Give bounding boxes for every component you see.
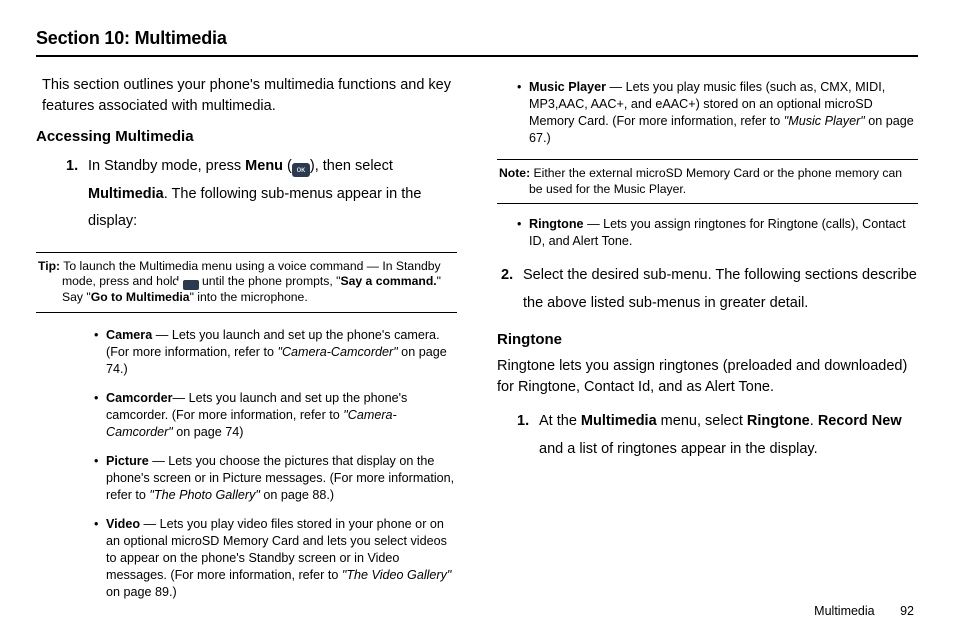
step-1-text-a: In Standby mode, press (88, 158, 245, 174)
bullet-sep: — (152, 328, 172, 342)
step-1-text-b: ( (283, 158, 292, 174)
rstep-text-a: At the (539, 413, 581, 429)
step-1-number: 1. (66, 153, 78, 181)
voice-key-icon: ▐▌ (183, 280, 199, 290)
step-2-number: 2. (501, 262, 513, 290)
section-title: Section 10: Multimedia (36, 28, 918, 57)
tip-box: Tip: To launch the Multimedia menu using… (36, 252, 457, 313)
right-column: Music Player — Lets you play music files… (497, 75, 918, 613)
bullet-title: Camcorder (106, 391, 173, 405)
two-column-layout: This section outlines your phone's multi… (36, 75, 918, 613)
bullet-ref: "The Photo Gallery" (149, 488, 259, 502)
right-bottom-bullet-list: Ringtone — Lets you assign ringtones for… (517, 216, 918, 250)
page-footer: Multimedia 92 (814, 604, 914, 618)
list-item: Camera — Lets you launch and set up the … (94, 327, 457, 378)
rstep-text-d: and a list of ringtones appear in the di… (539, 441, 818, 457)
step-1: 1. In Standby mode, press Menu (ᴏᴋ), the… (66, 153, 457, 236)
left-bullet-list: Camera — Lets you launch and set up the … (94, 327, 457, 601)
bullet-ref: "Music Player" (784, 114, 865, 128)
note-lead: Note: (499, 166, 530, 180)
list-item: Camcorder— Lets you launch and set up th… (94, 390, 457, 441)
bullet-sep: — (173, 391, 189, 405)
list-item: Music Player — Lets you play music files… (517, 79, 918, 147)
right-top-bullet-list: Music Player — Lets you play music files… (517, 79, 918, 147)
tip-text-b: until the phone prompts, " (199, 274, 341, 288)
intro-text: This section outlines your phone's multi… (42, 75, 457, 116)
ok-key-icon: ᴏᴋ (292, 163, 310, 177)
heading-accessing-multimedia: Accessing Multimedia (36, 128, 457, 145)
tip-text-d: " into the microphone. (190, 290, 308, 304)
bullet-sep: — (140, 517, 160, 531)
bullet-sep: — (584, 217, 604, 231)
bullet-body-tail: on page 88.) (260, 488, 334, 502)
list-item: Ringtone — Lets you assign ringtones for… (517, 216, 918, 250)
step-1-bold-multimedia: Multimedia (88, 186, 164, 202)
bullet-sep: — (149, 454, 169, 468)
bullet-title: Video (106, 517, 140, 531)
bullet-body-tail: on page 74) (173, 425, 244, 439)
step-2-text: Select the desired sub-menu. The followi… (523, 267, 917, 311)
bullet-sep: — (606, 80, 626, 94)
rstep-text-b: menu, select (657, 413, 747, 429)
rstep-bold-ringtone: Ringtone (747, 413, 810, 429)
left-column: This section outlines your phone's multi… (36, 75, 457, 613)
rstep-text-c: . (810, 413, 818, 429)
rstep-bold-multimedia: Multimedia (581, 413, 657, 429)
ringtone-intro: Ringtone lets you assign ringtones (prel… (497, 356, 918, 398)
ringtone-step-1-number: 1. (517, 408, 529, 436)
bullet-title: Picture (106, 454, 149, 468)
ringtone-step-1: 1. At the Multimedia menu, select Ringto… (517, 408, 918, 463)
footer-label: Multimedia (814, 604, 874, 618)
tip-lead: Tip: (38, 259, 60, 273)
bullet-ref: "The Video Gallery" (342, 568, 452, 582)
tip-bold-goto: Go to Multimedia (91, 290, 190, 304)
tip-bold-say: Say a command. (340, 274, 436, 288)
bullet-body-tail: on page 89.) (106, 585, 177, 599)
rstep-bold-recordnew: Record New (818, 413, 902, 429)
note-text: Either the external microSD Memory Card … (529, 166, 902, 196)
step-2: 2. Select the desired sub-menu. The foll… (501, 262, 918, 317)
list-item: Video — Lets you play video files stored… (94, 516, 457, 601)
bullet-title: Ringtone (529, 217, 584, 231)
footer-page-number: 92 (900, 604, 914, 618)
list-item: Picture — Lets you choose the pictures t… (94, 453, 457, 504)
bullet-title: Camera (106, 328, 152, 342)
note-box: Note: Either the external microSD Memory… (497, 159, 918, 204)
step-1-bold-menu: Menu (245, 158, 283, 174)
bullet-title: Music Player (529, 80, 606, 94)
heading-ringtone: Ringtone (497, 331, 918, 348)
bullet-ref: "Camera-Camcorder" (277, 345, 397, 359)
step-1-text-c: ), then select (310, 158, 393, 174)
